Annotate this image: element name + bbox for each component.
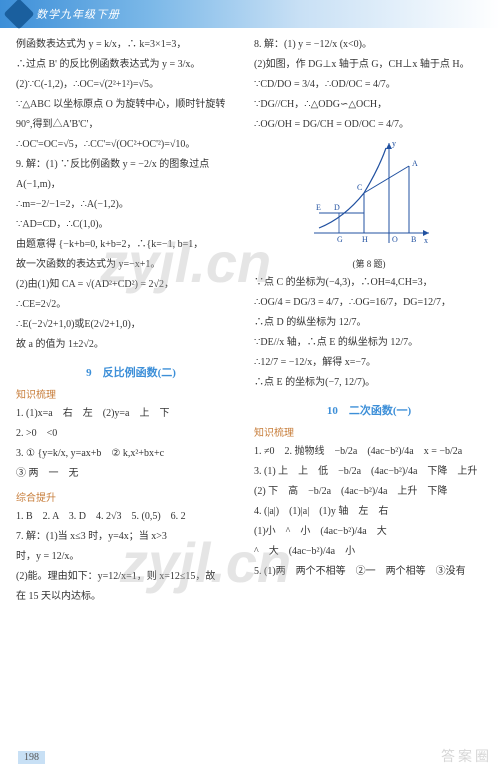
text-line: (2)如图，作 DG⊥x 轴于点 G，CH⊥x 轴于点 H。 (254, 56, 484, 74)
text-line: 2. >0 <0 (16, 425, 246, 443)
header-badge-icon (3, 0, 34, 30)
text-line: ∵CD/DO = 3/4，∴OD/OC = 4/7。 (254, 76, 484, 94)
text-line: ∴过点 B' 的反比例函数表达式为 y = 3/x。 (16, 56, 246, 74)
text-line: ∴E(−2√2+1,0)或E(2√2+1,0)， (16, 316, 246, 334)
text-line: 故一次函数的表达式为 y=−x+1。 (16, 256, 246, 274)
page-footer: 198 (18, 751, 49, 764)
corner-logo-text: 答案圈 (441, 746, 492, 766)
page-number: 198 (18, 751, 45, 764)
text-line: 例函数表达式为 y = k/x，∴ k=3×1=3， (16, 36, 246, 54)
text-line: ∴CE=2√2。 (16, 296, 246, 314)
text-line: ∴OG/OH = DG/CH = OD/OC = 4/7。 (254, 116, 484, 134)
text-line: ∴m=−2/−1=2，∴A(−1,2)。 (16, 196, 246, 214)
svg-text:G: G (337, 235, 343, 244)
text-line: 4. (|a|) (1)|a| (1)y 轴 左 右 (254, 503, 484, 521)
svg-text:E: E (316, 203, 321, 212)
svg-text:C: C (357, 183, 362, 192)
page-header: 数学九年级下册 (0, 0, 500, 28)
subheading: 综合提升 (16, 489, 246, 504)
text-line: ∵点 C 的坐标为(−4,3)，∴OH=4,CH=3， (254, 274, 484, 292)
text-line: (2)∵C(-1,2)，∴OC=√(2²+1²)=√5。 (16, 76, 246, 94)
text-line: 3. (1) 上 上 低 −b/2a (4ac−b²)/4a 下降 上升 (254, 463, 484, 481)
text-line: ∴12/7 = −12/x，解得 x=−7。 (254, 354, 484, 372)
svg-text:y: y (392, 139, 396, 148)
text-line: (2)能。理由如下：y=12/x=1，则 x=12≤15，故 (16, 568, 246, 586)
section-title: 9 反比例函数(二) (16, 364, 246, 380)
text-line: (2) 下 高 −b/2a (4ac−b²)/4a 上升 下降 (254, 483, 484, 501)
text-line: 8. 解：(1) y = −12/x (x<0)。 (254, 36, 484, 54)
text-line: 7. 解：(1)当 x≤3 时，y=4x；当 x>3 (16, 528, 246, 546)
text-line: A(−1,m)， (16, 176, 246, 194)
coordinate-diagram: y x O A B C D E G H (304, 138, 434, 253)
text-line: (2)由(1)知 CA = √(AD²+CD²) = 2√2， (16, 276, 246, 294)
svg-text:A: A (412, 159, 418, 168)
corner-watermark: 答案圈 (420, 722, 500, 772)
text-line: ∵AD=CD，∴C(1,0)。 (16, 216, 246, 234)
text-line: ∴OC'=OC=√5，∴CC'=√(OC²+OC'²)=√10。 (16, 136, 246, 154)
svg-text:O: O (392, 235, 398, 244)
text-line: 由题意得 {−k+b=0, k+b=2，∴{k=−1, b=1， (16, 236, 246, 254)
svg-text:H: H (362, 235, 368, 244)
text-line: 1. ≠0 2. 抛物线 −b/2a (4ac−b²)/4a x = −b/2a (254, 443, 484, 461)
text-line: 3. ① {y=k/x, y=ax+b ② k,x²+bx+c (16, 445, 246, 463)
diagram-caption: (第 8 题) (254, 257, 484, 270)
text-line: 90°,得到△A'B'C'， (16, 116, 246, 134)
text-line: ∵DG//CH，∴△ODG∽△OCH， (254, 96, 484, 114)
svg-text:x: x (424, 236, 428, 245)
subheading: 知识梳理 (16, 386, 246, 401)
svg-text:B: B (411, 235, 416, 244)
section-title: 10 二次函数(一) (254, 402, 484, 418)
text-line: ∵DE//x 轴，∴点 E 的纵坐标为 12/7。 (254, 334, 484, 352)
subheading: 知识梳理 (254, 424, 484, 439)
header-title: 数学九年级下册 (36, 6, 120, 22)
text-line: 故 a 的值为 1±2√2。 (16, 336, 246, 354)
text-line: ∴点 E 的坐标为(−7, 12/7)。 (254, 374, 484, 392)
text-line: 1. B 2. A 3. D 4. 2√3 5. (0,5) 6. 2 (16, 508, 246, 526)
text-line: ^ 大 (4ac−b²)/4a 小 (254, 543, 484, 561)
text-line: 在 15 天以内达标。 (16, 588, 246, 606)
text-line: ③ 两 一 无 (16, 465, 246, 483)
svg-text:D: D (334, 203, 340, 212)
right-column: 8. 解：(1) y = −12/x (x<0)。 (2)如图，作 DG⊥x 轴… (250, 36, 488, 608)
text-line: 9. 解：(1) ∵反比例函数 y = −2/x 的图象过点 (16, 156, 246, 174)
text-line: 1. (1)x=a 右 左 (2)y=a 上 下 (16, 405, 246, 423)
text-line: 5. (1)两 两个不相等 ②一 两个相等 ③没有 (254, 563, 484, 581)
text-line: (1)小 ^ 小 (4ac−b²)/4a 大 (254, 523, 484, 541)
text-line: ∵△ABC 以坐标原点 O 为旋转中心，顺时针旋转 (16, 96, 246, 114)
text-line: ∴点 D 的纵坐标为 12/7。 (254, 314, 484, 332)
text-line: ∴OG/4 = DG/3 = 4/7，∴OG=16/7，DG=12/7， (254, 294, 484, 312)
left-column: 例函数表达式为 y = k/x，∴ k=3×1=3， ∴过点 B' 的反比例函数… (12, 36, 250, 608)
page-content: 例函数表达式为 y = k/x，∴ k=3×1=3， ∴过点 B' 的反比例函数… (0, 28, 500, 616)
text-line: 时，y = 12/x。 (16, 548, 246, 566)
